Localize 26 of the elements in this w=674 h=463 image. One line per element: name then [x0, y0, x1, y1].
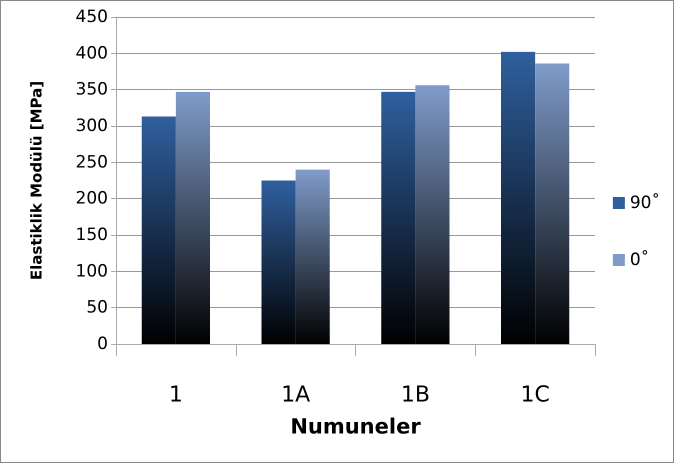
y-tick-label: 200 — [76, 188, 108, 209]
y-tick-label: 0 — [97, 334, 108, 354]
y-tick-label: 250 — [76, 152, 108, 172]
y-tick-label: 150 — [76, 225, 108, 245]
bar — [296, 170, 330, 344]
bar — [261, 180, 296, 344]
legend-label: 90˚ — [630, 193, 660, 213]
y-tick-label: 450 — [76, 7, 108, 27]
x-tick-label: 1 — [168, 382, 183, 408]
y-tick-label: 100 — [76, 261, 108, 282]
y-tick-label: 400 — [76, 43, 108, 64]
y-tick-label: 50 — [86, 298, 108, 318]
legend-label: 0˚ — [630, 250, 650, 270]
bar — [500, 52, 536, 344]
bar — [381, 92, 416, 344]
y-tick-label: 350 — [76, 80, 108, 100]
bar — [535, 64, 570, 344]
y-tick-label: 300 — [76, 116, 108, 136]
bar — [142, 116, 176, 344]
x-tick-label: 1C — [520, 382, 550, 408]
bar — [176, 92, 210, 344]
x-tick-label: 1B — [400, 382, 430, 408]
bar — [415, 85, 450, 344]
y-axis-title: Elastiklik Modülü [MPa] — [28, 80, 46, 280]
x-tick-label: 1A — [281, 382, 310, 408]
x-axis-title: Numuneler — [290, 414, 422, 438]
